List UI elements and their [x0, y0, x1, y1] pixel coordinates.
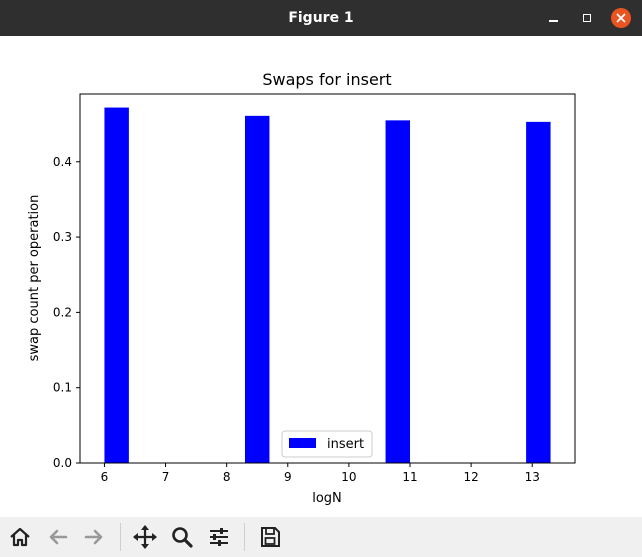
minimize-button[interactable] [538, 0, 568, 36]
minimize-icon [548, 20, 558, 22]
legend: insert [281, 430, 373, 458]
x-tick-label: 7 [162, 470, 170, 484]
close-icon [611, 8, 631, 28]
x-tick-label: 10 [341, 470, 356, 484]
forward-icon [84, 529, 103, 545]
legend-swatch [289, 438, 316, 448]
window-titlebar: Figure 1 [0, 0, 642, 36]
bar [245, 115, 270, 463]
x-tick-label: 6 [101, 470, 109, 484]
toolbar-separator [244, 523, 245, 551]
x-axis-ticks: 6 7 8 9 10 11 12 13 [101, 463, 540, 484]
back-icon [49, 529, 68, 545]
y-tick-label: 0.1 [53, 381, 72, 395]
pan-button[interactable] [131, 523, 159, 551]
x-tick-label: 12 [463, 470, 478, 484]
x-tick-label: 9 [284, 470, 292, 484]
y-tick-label: 0.3 [53, 230, 72, 244]
forward-button[interactable] [80, 523, 108, 551]
configure-subplots-icon [210, 528, 228, 546]
bar-series [104, 107, 551, 463]
y-axis-ticks: 0.0 0.1 0.2 0.3 0.4 [53, 155, 80, 470]
bar-chart: Swaps for insert 6 7 8 9 10 11 12 13 0.00.10.20… [27, 70, 576, 506]
maximize-icon [583, 14, 591, 22]
window-title: Figure 1 [288, 10, 354, 26]
legend-box [281, 430, 373, 458]
home-button[interactable] [6, 523, 34, 551]
navigation-toolbar [0, 517, 642, 557]
y-tick-label: 0.0 [53, 456, 72, 470]
bar [526, 121, 551, 463]
x-tick-label: 11 [402, 470, 417, 484]
zoom-icon [172, 527, 193, 548]
x-tick-label: 8 [223, 470, 231, 484]
legend-label: insert [327, 437, 364, 452]
zoom-button[interactable] [168, 523, 196, 551]
configure-subplots-button[interactable] [205, 523, 233, 551]
y-tick-label: 0.4 [53, 155, 72, 169]
toolbar-separator [120, 523, 121, 551]
x-tick-label: 13 [525, 470, 540, 484]
close-button[interactable] [606, 0, 636, 36]
pan-icon [133, 525, 157, 549]
home-icon [10, 527, 30, 547]
save-icon [261, 527, 280, 547]
figure-canvas[interactable]: Swaps for insert 6 7 8 9 10 11 12 13 0.0 0.1 0.2 0… [0, 36, 642, 517]
bar [104, 107, 129, 463]
save-button[interactable] [256, 523, 284, 551]
bar [385, 120, 410, 463]
y-axis-label: swap count per operation [27, 195, 42, 362]
axes-frame [79, 93, 576, 464]
maximize-button[interactable] [572, 0, 602, 36]
background-window-edge [632, 36, 642, 517]
back-button[interactable] [44, 523, 72, 551]
chart-title: Swaps for insert [262, 70, 391, 89]
y-tick-label: 0.2 [53, 305, 72, 319]
x-axis-label: logN [312, 491, 342, 506]
